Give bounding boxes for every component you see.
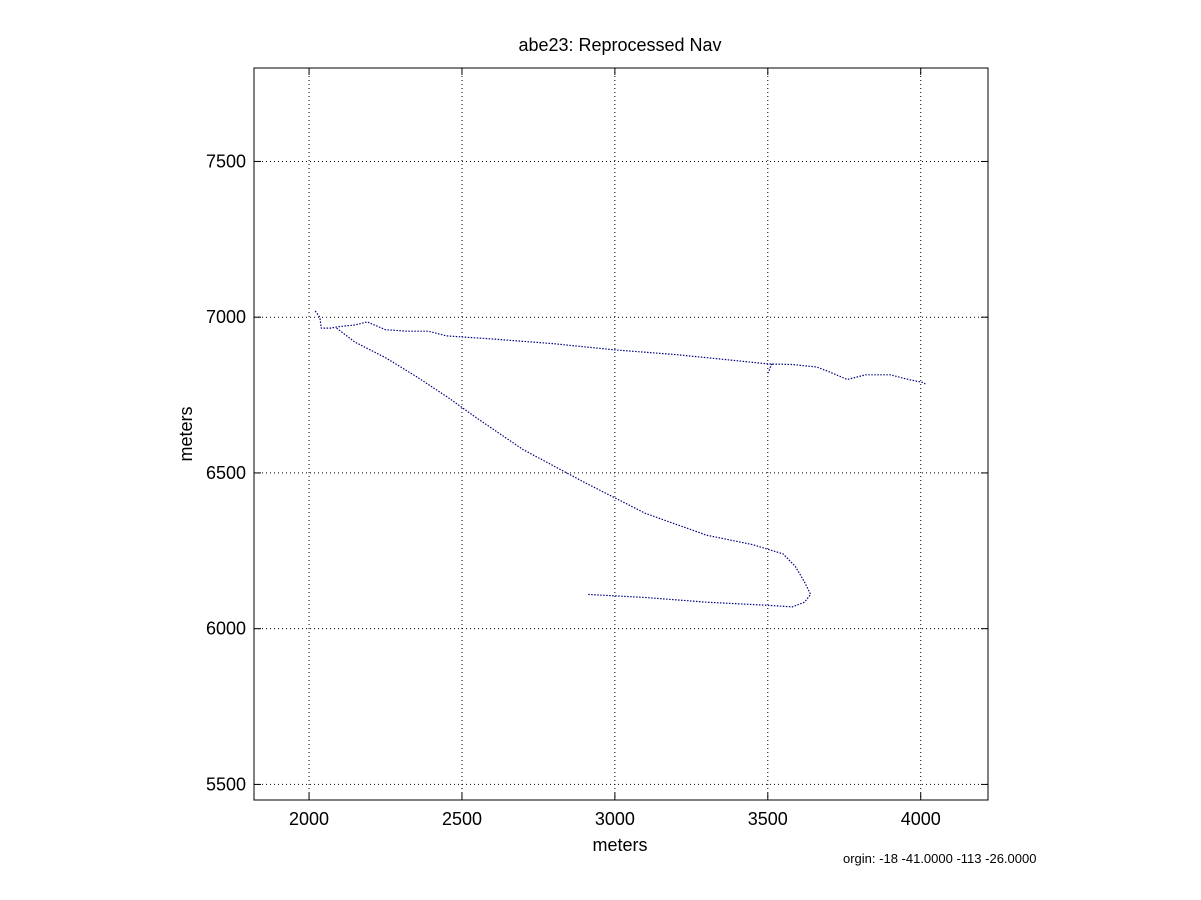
origin-note: orgin: -18 -41.0000 -113 -26.0000 — [843, 851, 1037, 866]
track-series-line — [767, 363, 773, 374]
y-tick-label: 7500 — [206, 151, 246, 171]
track-series-line — [336, 327, 812, 608]
chart-title: abe23: Reprocessed Nav — [518, 35, 721, 55]
x-axis-label: meters — [592, 835, 647, 855]
track-series-line — [314, 310, 926, 385]
x-tick-label: 3500 — [748, 809, 788, 829]
x-tick-label: 3000 — [595, 809, 635, 829]
x-tick-label: 2500 — [442, 809, 482, 829]
axis-ticks: 2000 2500 3000 3500 4000 5500 6000 6500 7000 7500 — [206, 68, 988, 829]
y-axis-label: meters — [176, 406, 196, 461]
y-tick-label: 6000 — [206, 619, 246, 639]
y-tick-label: 7000 — [206, 307, 246, 327]
x-tick-label: 2000 — [289, 809, 329, 829]
axes-frame — [253, 67, 989, 801]
y-tick-label: 6500 — [206, 463, 246, 483]
x-tick-label: 4000 — [901, 809, 941, 829]
y-tick-label: 5500 — [206, 774, 246, 794]
track-series — [314, 310, 926, 608]
